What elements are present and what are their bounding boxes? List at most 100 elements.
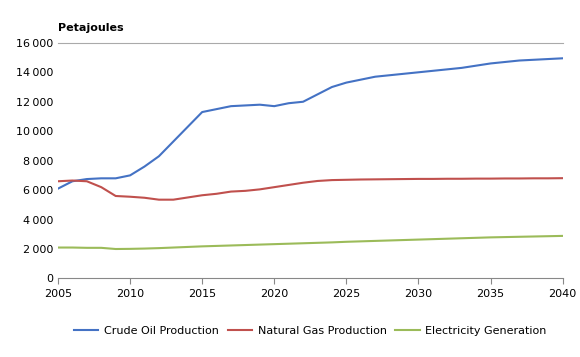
Natural Gas Production <box>84 179 90 183</box>
Natural Gas Production <box>155 197 162 202</box>
Crude Oil Production <box>559 56 566 60</box>
Electricity Generation <box>98 246 105 250</box>
Natural Gas Production <box>213 192 220 196</box>
Electricity Generation <box>328 240 335 245</box>
Natural Gas Production <box>357 177 364 182</box>
Electricity Generation <box>199 244 206 248</box>
Crude Oil Production <box>126 173 133 177</box>
Natural Gas Production <box>530 176 537 180</box>
Natural Gas Production <box>170 197 177 202</box>
Electricity Generation <box>516 235 523 239</box>
Electricity Generation <box>256 242 263 247</box>
Electricity Generation <box>227 243 234 248</box>
Crude Oil Production <box>112 176 119 180</box>
Crude Oil Production <box>285 101 292 105</box>
Crude Oil Production <box>300 100 307 104</box>
Natural Gas Production <box>429 177 436 181</box>
Line: Natural Gas Production: Natural Gas Production <box>58 178 563 200</box>
Electricity Generation <box>112 247 119 251</box>
Natural Gas Production <box>69 178 76 183</box>
Natural Gas Production <box>126 195 133 199</box>
Crude Oil Production <box>530 57 537 62</box>
Electricity Generation <box>473 236 480 240</box>
Electricity Generation <box>444 237 451 241</box>
Crude Oil Production <box>314 92 321 96</box>
Natural Gas Production <box>227 190 234 194</box>
Electricity Generation <box>386 238 393 243</box>
Crude Oil Production <box>213 107 220 111</box>
Natural Gas Production <box>328 178 335 182</box>
Electricity Generation <box>458 236 465 240</box>
Line: Electricity Generation: Electricity Generation <box>58 236 563 249</box>
Natural Gas Production <box>112 194 119 198</box>
Natural Gas Production <box>487 176 494 181</box>
Natural Gas Production <box>271 185 278 189</box>
Electricity Generation <box>429 237 436 241</box>
Natural Gas Production <box>98 185 105 189</box>
Natural Gas Production <box>401 177 408 181</box>
Crude Oil Production <box>545 57 552 61</box>
Crude Oil Production <box>372 75 379 79</box>
Crude Oil Production <box>227 104 234 108</box>
Electricity Generation <box>170 245 177 250</box>
Crude Oil Production <box>271 104 278 108</box>
Crude Oil Production <box>415 70 422 74</box>
Natural Gas Production <box>444 177 451 181</box>
Electricity Generation <box>55 245 61 250</box>
Electricity Generation <box>314 241 321 245</box>
Natural Gas Production <box>314 179 321 183</box>
Crude Oil Production <box>357 77 364 82</box>
Line: Crude Oil Production: Crude Oil Production <box>58 58 563 188</box>
Natural Gas Production <box>184 195 191 200</box>
Crude Oil Production <box>98 176 105 180</box>
Electricity Generation <box>155 246 162 250</box>
Natural Gas Production <box>502 176 509 181</box>
Crude Oil Production <box>199 110 206 114</box>
Natural Gas Production <box>300 181 307 185</box>
Crude Oil Production <box>256 102 263 107</box>
Natural Gas Production <box>473 176 480 181</box>
Electricity Generation <box>69 245 76 250</box>
Crude Oil Production <box>184 125 191 129</box>
Crude Oil Production <box>155 154 162 159</box>
Crude Oil Production <box>55 186 61 191</box>
Electricity Generation <box>372 239 379 243</box>
Text: Petajoules: Petajoules <box>58 24 124 34</box>
Electricity Generation <box>401 238 408 242</box>
Natural Gas Production <box>343 178 350 182</box>
Natural Gas Production <box>458 177 465 181</box>
Crude Oil Production <box>242 103 249 107</box>
Electricity Generation <box>184 245 191 249</box>
Natural Gas Production <box>55 179 61 183</box>
Electricity Generation <box>84 246 90 250</box>
Crude Oil Production <box>84 177 90 181</box>
Natural Gas Production <box>141 196 148 200</box>
Electricity Generation <box>126 247 133 251</box>
Electricity Generation <box>213 244 220 248</box>
Crude Oil Production <box>170 139 177 144</box>
Crude Oil Production <box>141 164 148 169</box>
Crude Oil Production <box>429 69 436 73</box>
Legend: Crude Oil Production, Natural Gas Production, Electricity Generation: Crude Oil Production, Natural Gas Produc… <box>70 322 551 341</box>
Crude Oil Production <box>386 73 393 77</box>
Natural Gas Production <box>415 177 422 181</box>
Electricity Generation <box>285 242 292 246</box>
Natural Gas Production <box>372 177 379 181</box>
Natural Gas Production <box>516 176 523 181</box>
Crude Oil Production <box>502 60 509 64</box>
Electricity Generation <box>300 241 307 245</box>
Natural Gas Production <box>256 187 263 191</box>
Crude Oil Production <box>487 61 494 66</box>
Electricity Generation <box>530 234 537 238</box>
Electricity Generation <box>141 246 148 251</box>
Crude Oil Production <box>328 85 335 89</box>
Electricity Generation <box>415 237 422 242</box>
Natural Gas Production <box>559 176 566 180</box>
Natural Gas Production <box>242 189 249 193</box>
Electricity Generation <box>357 239 364 243</box>
Crude Oil Production <box>458 66 465 70</box>
Crude Oil Production <box>69 179 76 183</box>
Natural Gas Production <box>545 176 552 180</box>
Electricity Generation <box>545 234 552 238</box>
Natural Gas Production <box>199 193 206 197</box>
